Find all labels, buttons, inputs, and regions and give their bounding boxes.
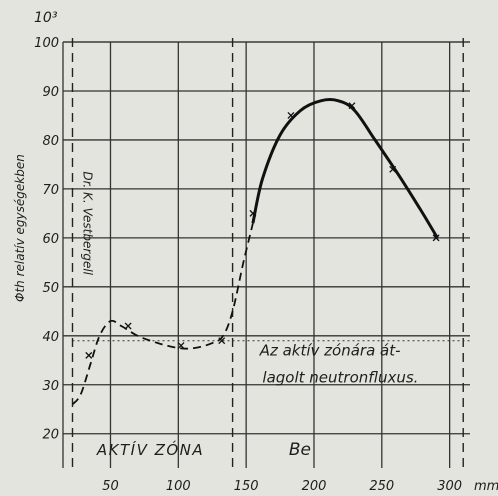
data-point-marker <box>218 337 226 345</box>
y-tick-labels: 20 30 40 50 60 70 80 90 100 <box>34 36 59 443</box>
y-tick-label: 90 <box>42 85 59 100</box>
x-tick-label: 200 <box>302 479 327 494</box>
x-tick-label: 300 <box>437 479 462 494</box>
y-tick-label: 50 <box>42 281 59 296</box>
grid <box>62 41 470 468</box>
y-tick-label: 40 <box>42 330 59 345</box>
region-label: AKTÍV ZÓNA <box>96 440 204 459</box>
y-tick-label: 60 <box>42 232 59 247</box>
x-unit-label: mm <box>474 479 498 494</box>
x-tick-label: 150 <box>234 479 259 494</box>
data-point-marker <box>287 111 295 119</box>
y-axis-label: Φth relatív egységekben <box>13 154 27 302</box>
y-tick-label: 80 <box>42 134 59 149</box>
region-label: Be <box>289 440 311 460</box>
flux-curve-solid <box>251 98 439 239</box>
data-markers <box>85 102 440 359</box>
x-tick-label: 250 <box>369 479 394 494</box>
region-dividers <box>71 38 464 468</box>
data-point-marker <box>85 351 93 359</box>
x-tick-labels: 50 100 150 200 250 300 <box>102 479 462 494</box>
series-lines <box>71 98 439 405</box>
y-tick-label: 30 <box>42 379 59 394</box>
data-point-marker <box>249 209 257 217</box>
data-point-marker <box>432 234 440 242</box>
reference-line-label-line1: Az aktív zónára át- <box>259 341 401 359</box>
data-point-marker <box>348 102 356 110</box>
texts: 10³ mm Φth relatív egységekben Dr. K. Vestb… <box>13 10 498 494</box>
x-tick-label: 50 <box>102 479 119 494</box>
data-point-marker <box>124 322 132 330</box>
scale-exponent: 10³ <box>34 10 58 26</box>
reference-line-label-line2: lagolt neutronfluxus. <box>262 368 418 386</box>
data-point-marker <box>177 342 185 350</box>
y-tick-label: 20 <box>42 428 59 443</box>
x-tick-label: 100 <box>166 479 191 494</box>
reference-line-label: Az aktív zónára át-lagolt neutronfluxus. <box>259 341 419 386</box>
flux-curve-dashed <box>71 222 254 405</box>
y-tick-label: 100 <box>34 36 59 51</box>
data-point-marker <box>389 165 397 173</box>
annotation: Dr. K. Vestbergell <box>80 171 94 275</box>
y-tick-label: 70 <box>42 183 59 198</box>
